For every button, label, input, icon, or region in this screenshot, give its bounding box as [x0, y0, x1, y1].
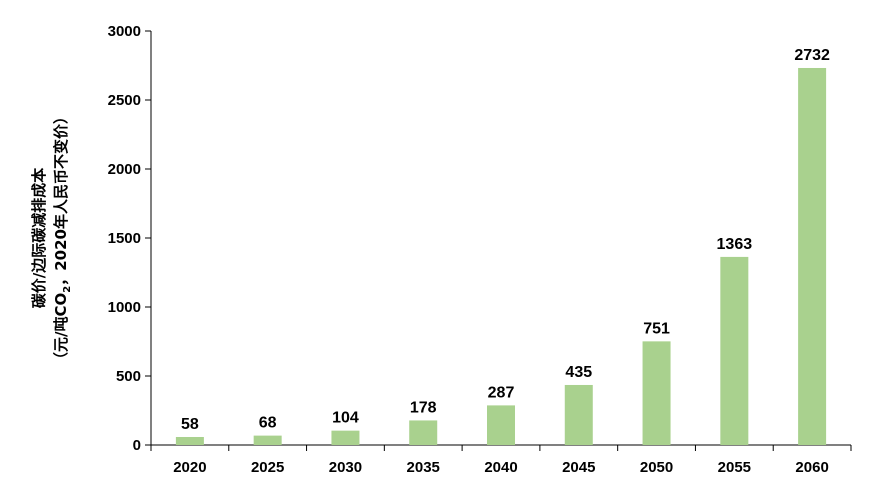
- x-tick-label: 2060: [795, 459, 828, 476]
- y-axis-title-line1: 碳价/边际碳减排成本: [30, 168, 48, 308]
- y-tick-label: 3000: [108, 23, 141, 40]
- bar: [642, 341, 671, 445]
- x-tick-label: 2055: [718, 459, 751, 476]
- data-label: 1363: [717, 236, 753, 253]
- data-label: 2732: [794, 47, 830, 64]
- bar: [798, 67, 827, 445]
- data-labels: 58 68 104 178 287 435 751 1363 2732: [181, 47, 830, 433]
- x-tick-label: 2045: [562, 459, 595, 476]
- data-label: 68: [259, 415, 277, 432]
- bar: [487, 405, 515, 445]
- data-label: 751: [643, 320, 670, 337]
- y-tick-label: 500: [116, 368, 141, 385]
- bar: [331, 430, 360, 445]
- data-label: 104: [332, 410, 359, 427]
- bar: [409, 420, 438, 445]
- y-tick-label: 1000: [108, 299, 141, 316]
- y-axis-title-line2-sub: 2: [62, 286, 73, 293]
- bar: [175, 436, 204, 445]
- data-label: 58: [181, 416, 199, 433]
- y-axis-title-line2-pre: （元/吨CO: [52, 293, 70, 367]
- bars: [175, 67, 827, 445]
- x-axis: 2020 2025 2030 2035 2040 2045 2050 2055 2060: [150, 444, 852, 476]
- y-tick-label: 1500: [108, 230, 141, 247]
- y-tick-label: 2500: [108, 92, 141, 109]
- x-tick-label: 2050: [640, 459, 673, 476]
- x-tick-label: 2020: [173, 459, 206, 476]
- y-axis-title: 碳价/边际碳减排成本 （元/吨CO2，2020年人民币不变价）: [30, 109, 73, 367]
- x-tick-label: 2030: [329, 459, 362, 476]
- y-axis-title-line2-post: ，2020年人民币不变价）: [52, 109, 70, 286]
- y-tick-label: 0: [133, 437, 141, 454]
- data-label: 178: [410, 399, 437, 416]
- bar: [564, 384, 593, 445]
- y-axis: 0 500 1000 1500 2000 2500 3000: [108, 23, 152, 454]
- x-tick-label: 2040: [484, 459, 517, 476]
- y-axis-title-line2: （元/吨CO2，2020年人民币不变价）: [52, 109, 73, 367]
- y-tick-label: 2000: [108, 161, 141, 178]
- x-tick-label: 2035: [407, 459, 440, 476]
- data-label: 435: [565, 364, 592, 381]
- bar: [720, 256, 749, 445]
- bar: [253, 435, 282, 445]
- data-label: 287: [488, 384, 515, 401]
- x-tick-label: 2025: [251, 459, 284, 476]
